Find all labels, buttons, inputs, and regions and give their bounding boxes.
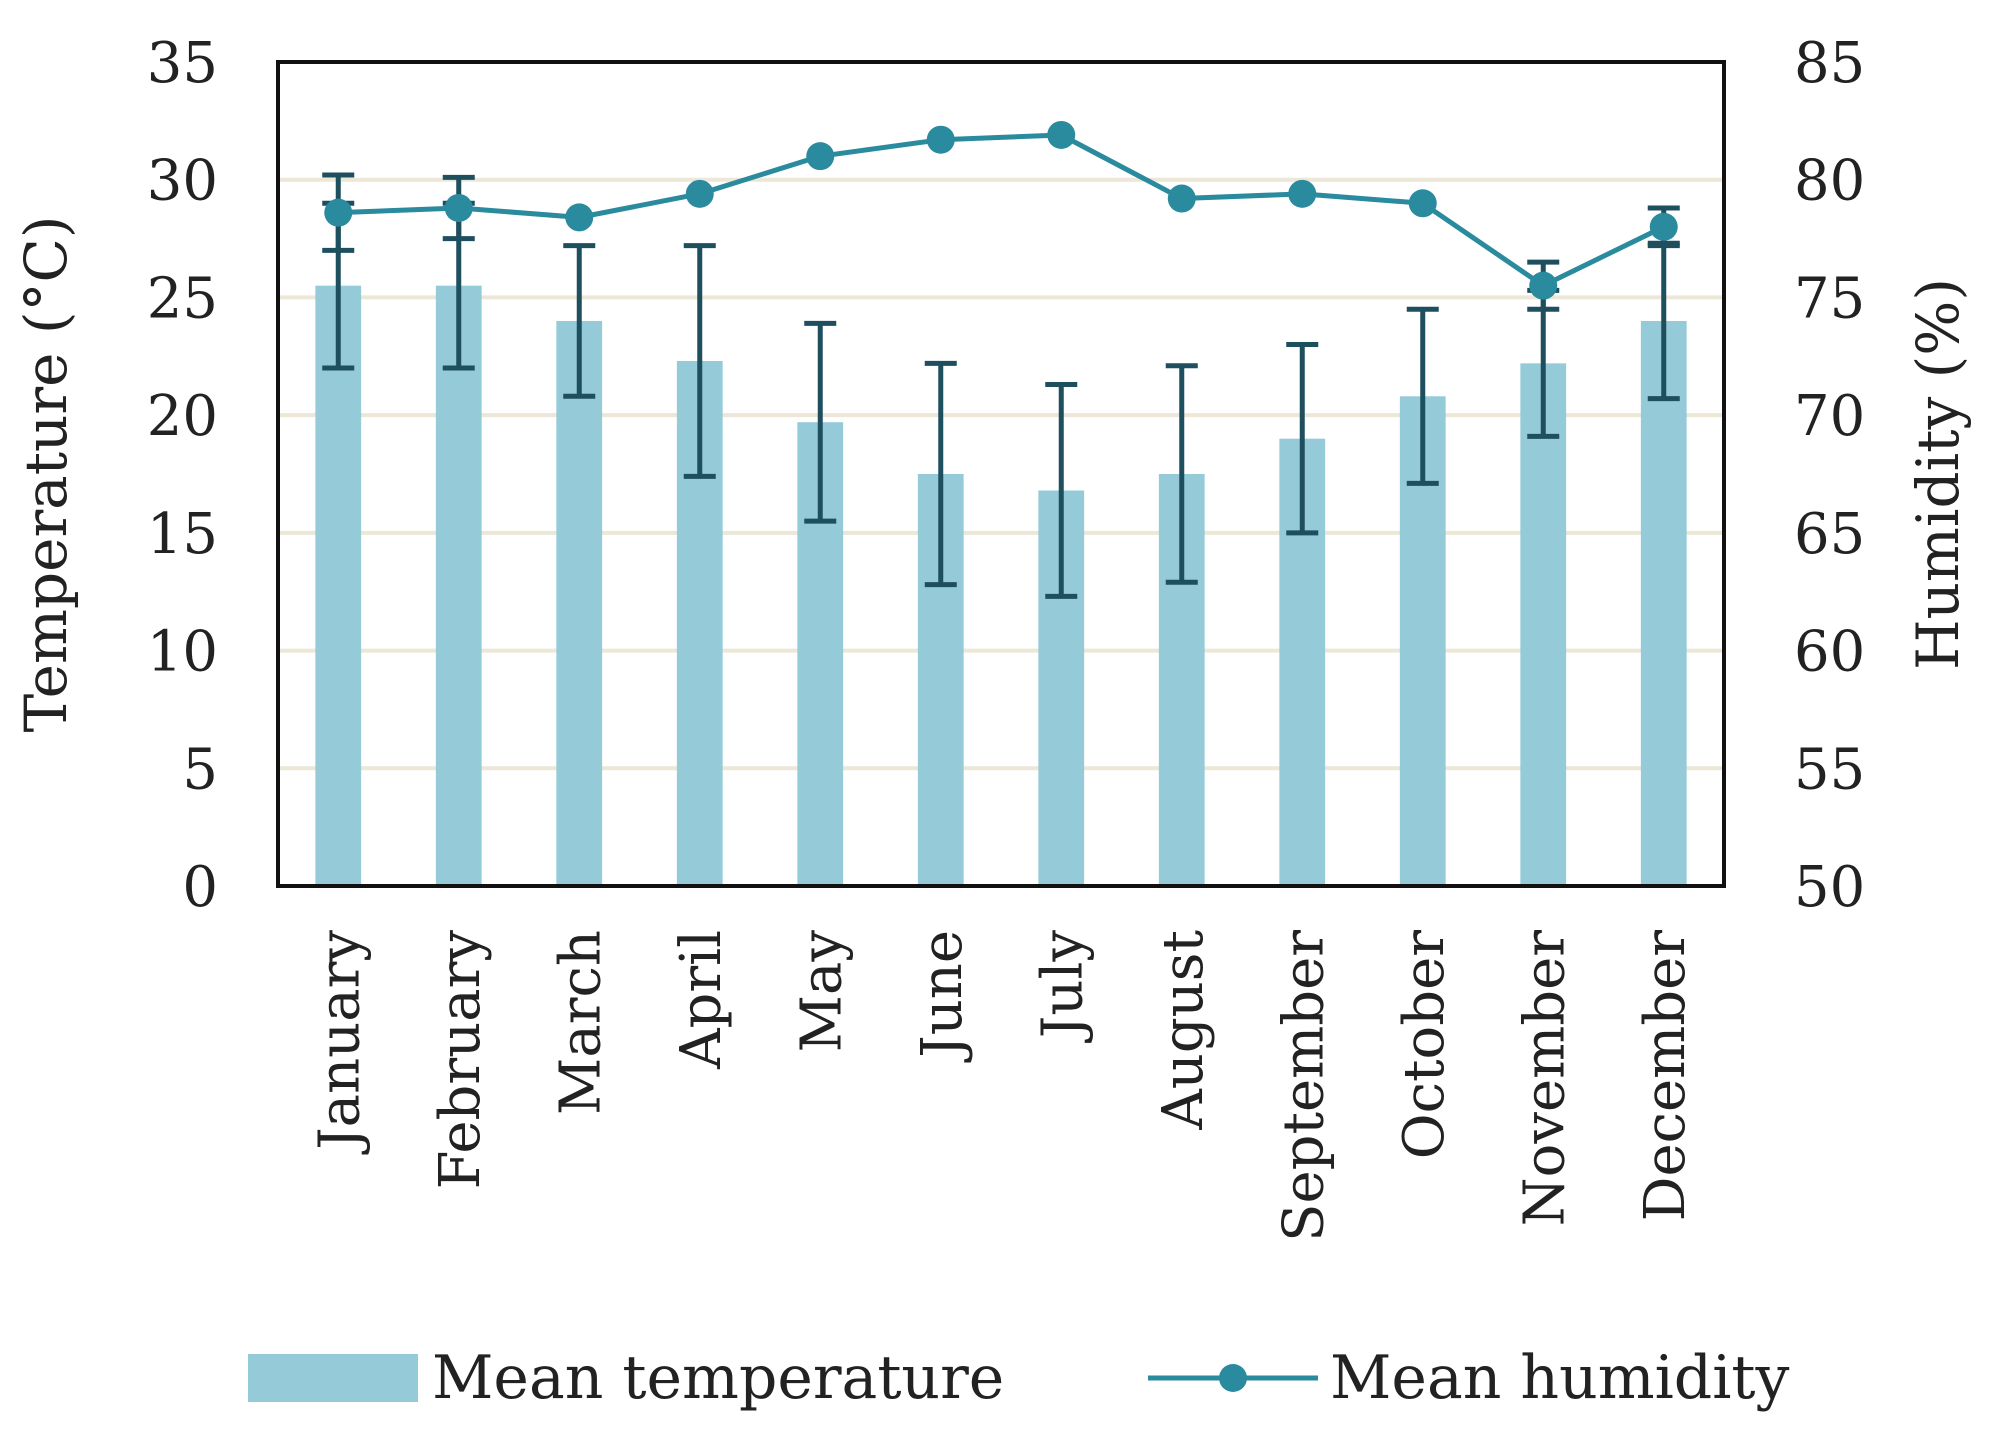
y-tick-label: 30 bbox=[147, 149, 218, 214]
month-label: February bbox=[428, 930, 493, 1190]
temperature-bar bbox=[435, 285, 482, 887]
humidity-point bbox=[1047, 120, 1076, 149]
y-tick-label: 5 bbox=[182, 737, 218, 802]
legend: Mean temperature Mean humidity bbox=[248, 1343, 1790, 1413]
humidity-point bbox=[685, 179, 714, 208]
humidity-point bbox=[1649, 212, 1678, 241]
temperature-bar bbox=[1520, 363, 1567, 886]
left-axis-ticks: 0 5 10 15 20 25 30 35 bbox=[147, 31, 218, 920]
month-label: March bbox=[548, 930, 613, 1115]
y2-tick-label: 60 bbox=[1794, 620, 1865, 685]
y2-tick-label: 75 bbox=[1794, 266, 1865, 331]
humidity-point bbox=[1529, 271, 1558, 300]
y2-tick-label: 65 bbox=[1794, 502, 1865, 567]
legend-temperature-swatch bbox=[248, 1354, 418, 1402]
month-label: July bbox=[1030, 930, 1095, 1043]
month-label: October bbox=[1392, 930, 1457, 1159]
temperature-bar bbox=[556, 320, 603, 886]
humidity-series bbox=[322, 120, 1680, 312]
humidity-line bbox=[338, 132, 1665, 289]
humidity-point bbox=[324, 198, 353, 227]
temperature-bar bbox=[1640, 320, 1687, 886]
y2-tick-label: 80 bbox=[1794, 149, 1865, 214]
humidity-point bbox=[1167, 184, 1196, 213]
month-label: January bbox=[307, 930, 372, 1155]
left-axis-title: Temperature (°C) bbox=[12, 215, 80, 732]
y-tick-label: 10 bbox=[147, 620, 218, 685]
humidity-point bbox=[1288, 179, 1317, 208]
humidity-point bbox=[1408, 189, 1437, 218]
legend-humidity-marker bbox=[1219, 1364, 1247, 1392]
legend-temperature-label: Mean temperature bbox=[432, 1343, 1004, 1413]
y2-tick-label: 50 bbox=[1794, 855, 1865, 920]
humidity-point bbox=[565, 203, 594, 232]
y-tick-label: 35 bbox=[147, 31, 218, 96]
month-label: December bbox=[1633, 930, 1698, 1222]
month-label: August bbox=[1151, 930, 1216, 1131]
right-axis-title: Humidity (%) bbox=[1904, 278, 1972, 670]
y2-tick-label: 55 bbox=[1794, 737, 1865, 802]
legend-humidity-label: Mean humidity bbox=[1330, 1343, 1790, 1413]
y2-tick-label: 85 bbox=[1794, 31, 1865, 96]
y-tick-label: 0 bbox=[182, 855, 218, 920]
right-axis-ticks: 50 55 60 65 70 75 80 85 bbox=[1794, 31, 1865, 920]
humidity-point bbox=[926, 125, 955, 154]
month-label: November bbox=[1512, 930, 1577, 1227]
month-label: September bbox=[1271, 930, 1336, 1242]
y-tick-label: 25 bbox=[147, 266, 218, 331]
month-label: May bbox=[789, 930, 854, 1053]
month-label: June bbox=[910, 930, 975, 1063]
plot-area-frame bbox=[276, 60, 1726, 888]
temperature-bar bbox=[315, 285, 362, 887]
temperature-error-bars bbox=[322, 200, 1680, 599]
y-tick-label: 15 bbox=[147, 502, 218, 567]
humidity-point bbox=[806, 142, 835, 171]
humidity-point bbox=[444, 193, 473, 222]
y2-tick-label: 70 bbox=[1794, 384, 1865, 449]
month-axis-labels: January February March April May June July Augu… bbox=[307, 930, 1698, 1242]
month-label: April bbox=[669, 930, 734, 1070]
gridlines bbox=[278, 177, 1724, 771]
temperature-bars bbox=[315, 285, 1687, 887]
y-tick-label: 20 bbox=[147, 384, 218, 449]
